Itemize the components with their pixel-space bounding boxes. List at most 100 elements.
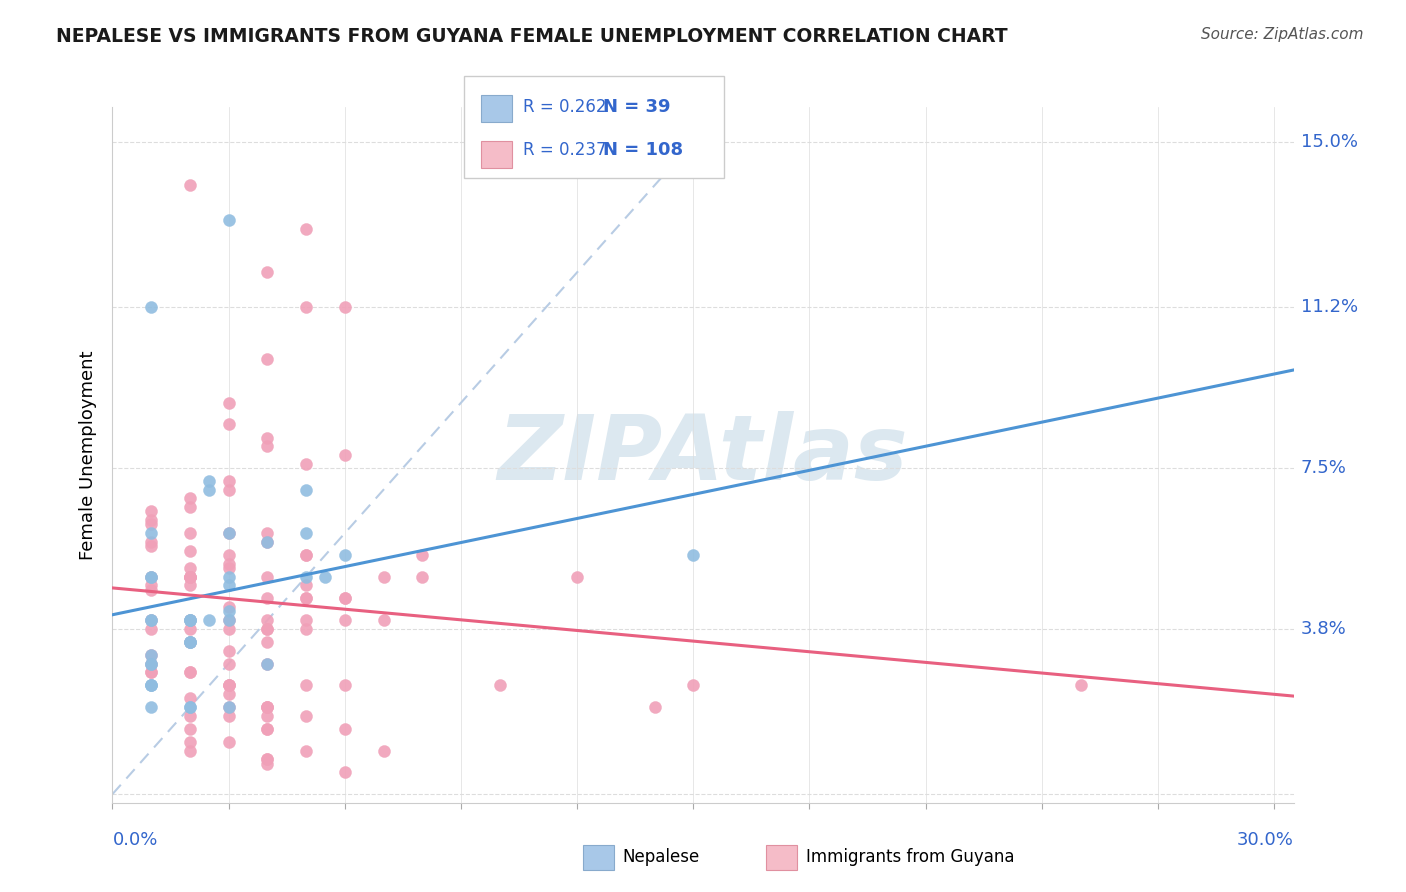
Point xyxy=(141,570,163,584)
Point xyxy=(179,744,201,758)
Point xyxy=(256,722,278,736)
Text: Immigrants from Guyana: Immigrants from Guyana xyxy=(806,848,1014,866)
Point xyxy=(141,665,163,680)
Point xyxy=(295,744,318,758)
Point xyxy=(179,526,201,541)
Point xyxy=(141,665,163,680)
Point xyxy=(682,678,704,692)
Point xyxy=(179,635,201,649)
Point xyxy=(644,700,666,714)
Point xyxy=(256,752,278,766)
Point xyxy=(141,657,163,671)
Text: Source: ZipAtlas.com: Source: ZipAtlas.com xyxy=(1201,27,1364,42)
Point xyxy=(218,548,240,562)
Point xyxy=(179,635,201,649)
Point xyxy=(333,548,356,562)
Point xyxy=(333,722,356,736)
Point xyxy=(141,582,163,597)
Point xyxy=(218,678,240,692)
Point xyxy=(198,613,221,627)
Point xyxy=(256,752,278,766)
Point xyxy=(218,622,240,636)
Point xyxy=(218,557,240,571)
Point xyxy=(141,570,163,584)
Text: NEPALESE VS IMMIGRANTS FROM GUYANA FEMALE UNEMPLOYMENT CORRELATION CHART: NEPALESE VS IMMIGRANTS FROM GUYANA FEMAL… xyxy=(56,27,1008,45)
Point xyxy=(179,613,201,627)
Text: ZIPAtlas: ZIPAtlas xyxy=(498,411,908,499)
Point xyxy=(218,700,240,714)
Point xyxy=(218,678,240,692)
Point xyxy=(218,735,240,749)
Point xyxy=(179,613,201,627)
Point xyxy=(333,300,356,314)
Point xyxy=(179,700,201,714)
Point xyxy=(179,613,201,627)
Point xyxy=(256,613,278,627)
Point xyxy=(179,708,201,723)
Point xyxy=(179,665,201,680)
Point xyxy=(141,648,163,662)
Point xyxy=(179,635,201,649)
Point xyxy=(179,578,201,592)
Text: R = 0.262: R = 0.262 xyxy=(523,97,606,116)
Point xyxy=(314,570,336,584)
Point xyxy=(141,657,163,671)
Point xyxy=(1070,678,1092,692)
Point xyxy=(295,457,318,471)
Point xyxy=(179,735,201,749)
Text: 3.8%: 3.8% xyxy=(1301,620,1347,638)
Point xyxy=(218,678,240,692)
Point xyxy=(141,539,163,553)
Point xyxy=(373,744,395,758)
Point xyxy=(256,534,278,549)
Point xyxy=(218,613,240,627)
Point xyxy=(141,526,163,541)
Point xyxy=(218,561,240,575)
Point xyxy=(218,657,240,671)
Point xyxy=(373,613,395,627)
Text: N = 108: N = 108 xyxy=(603,141,683,159)
Point xyxy=(295,570,318,584)
Point xyxy=(179,700,201,714)
Point xyxy=(141,678,163,692)
Point xyxy=(256,657,278,671)
Point xyxy=(218,600,240,615)
Point xyxy=(295,483,318,497)
Point xyxy=(256,722,278,736)
Point xyxy=(179,500,201,514)
Point xyxy=(218,474,240,488)
Point xyxy=(295,591,318,606)
Point xyxy=(295,578,318,592)
Point xyxy=(218,526,240,541)
Point xyxy=(333,591,356,606)
Point xyxy=(141,570,163,584)
Point xyxy=(179,613,201,627)
Point xyxy=(256,439,278,453)
Point xyxy=(256,534,278,549)
Point xyxy=(141,300,163,314)
Point xyxy=(141,648,163,662)
Point xyxy=(256,700,278,714)
Point xyxy=(333,448,356,462)
Point xyxy=(141,504,163,518)
Point xyxy=(218,417,240,432)
Point xyxy=(295,591,318,606)
Point xyxy=(141,578,163,592)
Point xyxy=(256,352,278,367)
Point xyxy=(256,570,278,584)
Point xyxy=(256,700,278,714)
Point xyxy=(488,678,510,692)
Point xyxy=(295,300,318,314)
Point xyxy=(565,570,588,584)
Text: 15.0%: 15.0% xyxy=(1301,133,1358,151)
Point xyxy=(373,570,395,584)
Point xyxy=(295,526,318,541)
Y-axis label: Female Unemployment: Female Unemployment xyxy=(79,351,97,559)
Point xyxy=(333,613,356,627)
Point xyxy=(198,483,221,497)
Point xyxy=(141,622,163,636)
Point xyxy=(179,178,201,193)
Point xyxy=(218,613,240,627)
Point xyxy=(141,534,163,549)
Point xyxy=(218,578,240,592)
